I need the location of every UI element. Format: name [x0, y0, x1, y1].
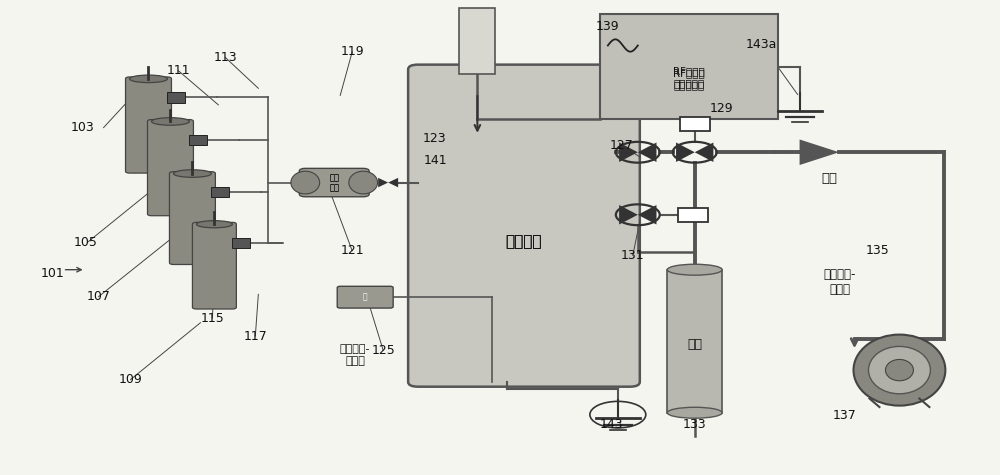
Text: 135: 135 [866, 244, 889, 257]
Ellipse shape [196, 221, 232, 228]
Text: 压: 压 [363, 293, 368, 302]
Text: 气体
分配: 气体 分配 [329, 173, 339, 192]
Bar [680, 117, 710, 131]
Bar [667, 270, 722, 413]
Text: 125: 125 [371, 344, 395, 357]
Text: 143a: 143a [746, 38, 777, 51]
Polygon shape [619, 205, 638, 225]
Bar [678, 208, 708, 222]
Bar [211, 187, 229, 197]
Bar [459, 8, 495, 74]
Text: 127: 127 [610, 139, 634, 152]
Text: 反应器室: 反应器室 [506, 234, 542, 249]
Text: 133: 133 [683, 418, 707, 431]
FancyBboxPatch shape [147, 120, 193, 216]
FancyBboxPatch shape [126, 77, 171, 173]
Text: 109: 109 [119, 373, 142, 386]
FancyBboxPatch shape [337, 286, 393, 308]
Ellipse shape [151, 118, 189, 125]
Text: 131: 131 [621, 249, 645, 262]
Ellipse shape [291, 171, 320, 194]
Text: 压力控制-
传感器: 压力控制- 传感器 [340, 344, 370, 366]
Bar [167, 92, 185, 103]
Ellipse shape [667, 407, 722, 418]
Text: 141: 141 [423, 154, 447, 167]
Text: 气体
分配: 气体 分配 [329, 173, 339, 192]
Polygon shape [638, 142, 656, 162]
Text: 103: 103 [71, 121, 94, 134]
Ellipse shape [173, 170, 211, 177]
Text: RF发生器
和匹配电路: RF发生器 和匹配电路 [673, 66, 705, 88]
Text: 111: 111 [167, 64, 190, 77]
Text: 121: 121 [340, 244, 364, 257]
Text: 105: 105 [74, 236, 98, 249]
Bar [600, 14, 778, 119]
Text: 139: 139 [596, 20, 620, 33]
Ellipse shape [349, 171, 378, 194]
Polygon shape [619, 142, 638, 162]
Text: 101: 101 [41, 266, 64, 279]
Text: 123: 123 [423, 132, 447, 144]
Text: 真空: 真空 [822, 172, 838, 185]
FancyBboxPatch shape [299, 168, 369, 197]
Text: 137: 137 [833, 408, 856, 422]
Ellipse shape [868, 346, 930, 394]
Polygon shape [388, 178, 398, 187]
Text: 113: 113 [214, 51, 237, 64]
Polygon shape [695, 142, 713, 162]
Text: 反应器室: 反应器室 [506, 234, 542, 249]
Text: 129: 129 [710, 102, 734, 115]
Polygon shape [378, 178, 388, 187]
Text: 117: 117 [243, 330, 267, 342]
Text: 107: 107 [87, 290, 110, 303]
Ellipse shape [130, 75, 167, 83]
Text: 119: 119 [340, 45, 364, 58]
Text: RF发生器
和匹配电路: RF发生器 和匹配电路 [673, 68, 705, 90]
Ellipse shape [667, 264, 722, 275]
Polygon shape [800, 140, 839, 165]
Text: 115: 115 [201, 312, 224, 324]
Text: 143: 143 [600, 418, 624, 431]
Polygon shape [638, 205, 656, 225]
FancyBboxPatch shape [408, 65, 640, 387]
Polygon shape [676, 142, 695, 162]
Bar [189, 135, 207, 145]
Bar [232, 238, 250, 248]
Text: 压力调节-
节流阀: 压力调节- 节流阀 [823, 268, 856, 296]
FancyBboxPatch shape [169, 171, 215, 265]
Text: 冷凝: 冷凝 [687, 338, 702, 351]
Ellipse shape [885, 360, 913, 381]
Ellipse shape [854, 334, 945, 406]
FancyBboxPatch shape [192, 222, 236, 309]
